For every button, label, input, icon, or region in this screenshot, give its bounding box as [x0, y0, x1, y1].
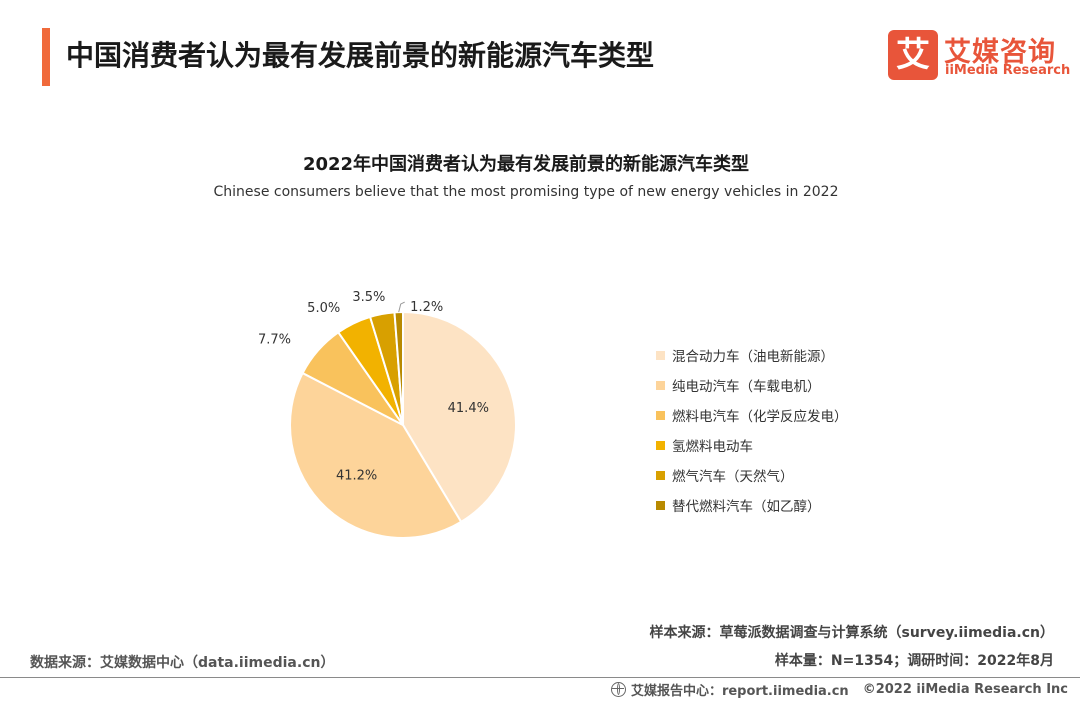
- leader-line: [398, 301, 405, 313]
- legend-item: 燃料电汽车（化学反应发电）: [656, 400, 848, 430]
- brand-logo-mark: 艾: [888, 30, 938, 80]
- pie-label-2: 7.7%: [258, 333, 291, 348]
- legend-swatch: [656, 380, 665, 390]
- chart-legend: 混合动力车（油电新能源） 纯电动汽车（车载电机） 燃料电汽车（化学反应发电） 氢燃料电…: [656, 340, 848, 520]
- pie-slice-1: [289, 371, 463, 539]
- legend-swatch: [656, 470, 665, 480]
- title-accent-bar: [42, 28, 50, 86]
- footer-divider: [0, 677, 1080, 678]
- page-title: 中国消费者认为最有发展前景的新能源汽车类型: [66, 39, 655, 72]
- data-source: 数据来源：艾媒数据中心（data.iimedia.cn）: [30, 655, 335, 671]
- pie-label-0: 41.4%: [448, 401, 489, 416]
- legend-swatch: [656, 440, 665, 450]
- legend-label: 混合动力车（油电新能源）: [672, 349, 834, 365]
- pie-label-4: 3.5%: [352, 290, 385, 305]
- legend-item: 混合动力车（油电新能源）: [656, 340, 848, 370]
- legend-swatch: [656, 350, 665, 360]
- chart-title: 2022年中国消费者认为最有发展前景的新能源汽车类型: [302, 154, 750, 175]
- legend-item: 替代燃料汽车（如乙醇）: [656, 490, 848, 520]
- legend-swatch: [656, 410, 665, 420]
- legend-item: 燃气汽车（天然气）: [656, 460, 848, 490]
- chart-subtitle: Chinese consumers believe that the most …: [213, 184, 839, 200]
- legend-label: 氢燃料电动车: [672, 439, 753, 455]
- globe-icon: [610, 682, 626, 697]
- legend-label: 燃气汽车（天然气）: [672, 469, 794, 485]
- brand-name-en: iiMedia Research: [945, 63, 1071, 78]
- brand-logo: 艾 艾媒咨询 iiMedia Research: [888, 28, 1070, 82]
- footer: 艾媒报告中心：report.iimedia.cn ©2022 iiMedia R…: [610, 680, 1068, 699]
- legend-label: 替代燃料汽车（如乙醇）: [672, 499, 821, 515]
- legend-label: 燃料电汽车（化学反应发电）: [672, 409, 848, 425]
- pie-slice-0: [402, 310, 517, 524]
- sample-source: 样本来源：草莓派数据调查与计算系统（survey.iimedia.cn）: [649, 625, 1054, 641]
- pie-label-1: 41.2%: [336, 468, 377, 483]
- copyright: ©2022 iiMedia Research Inc: [862, 682, 1068, 697]
- pie-chart: 41.4% 41.2% 7.7% 5.0% 3.5% 1.2%: [258, 290, 517, 539]
- report-center-link[interactable]: 艾媒报告中心：report.iimedia.cn: [630, 684, 849, 699]
- sample-info: 样本量：N=1354；调研时间：2022年8月: [774, 653, 1054, 669]
- pie-label-5: 1.2%: [410, 300, 443, 315]
- legend-label: 纯电动汽车（车载电机）: [672, 379, 821, 395]
- legend-swatch: [656, 500, 665, 510]
- legend-item: 氢燃料电动车: [656, 430, 848, 460]
- legend-item: 纯电动汽车（车载电机）: [656, 370, 848, 400]
- brand-name-cn: 艾媒咨询: [944, 37, 1056, 68]
- pie-label-3: 5.0%: [307, 301, 340, 316]
